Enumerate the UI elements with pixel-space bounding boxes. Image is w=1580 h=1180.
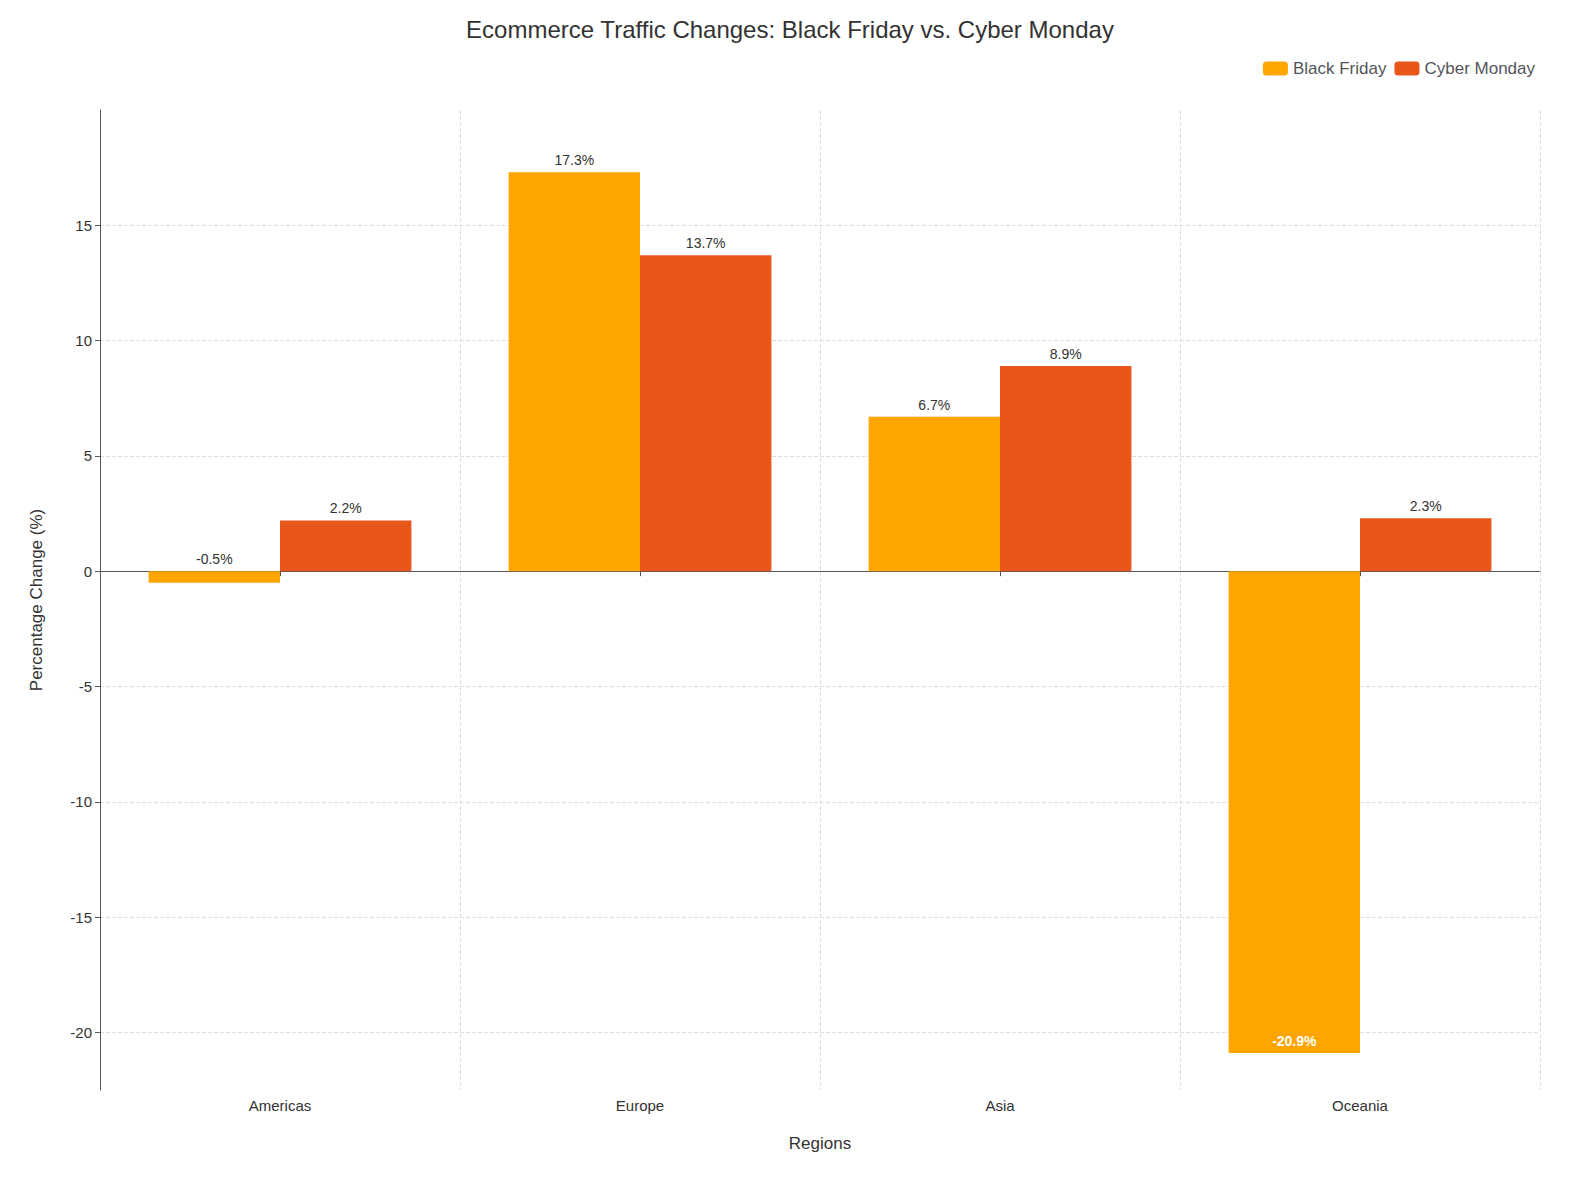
svg-text:17.3%: 17.3% [554, 152, 594, 168]
svg-text:5: 5 [84, 447, 92, 464]
svg-text:10: 10 [75, 332, 92, 349]
svg-text:8.9%: 8.9% [1050, 346, 1082, 362]
svg-text:0: 0 [84, 563, 92, 580]
svg-text:-5: -5 [79, 678, 92, 695]
svg-text:Percentage Change (%): Percentage Change (%) [27, 509, 46, 691]
svg-text:Americas: Americas [249, 1097, 312, 1114]
svg-text:-20: -20 [70, 1024, 92, 1041]
svg-text:Europe: Europe [616, 1097, 664, 1114]
svg-text:-0.5%: -0.5% [196, 551, 233, 567]
svg-text:-15: -15 [70, 909, 92, 926]
svg-text:15: 15 [75, 217, 92, 234]
svg-text:Regions: Regions [789, 1134, 851, 1153]
svg-text:-10: -10 [70, 793, 92, 810]
svg-text:Black Friday: Black Friday [1293, 59, 1387, 78]
svg-text:Asia: Asia [985, 1097, 1015, 1114]
svg-text:2.2%: 2.2% [330, 500, 362, 516]
svg-text:Cyber Monday: Cyber Monday [1424, 59, 1535, 78]
svg-text:-20.9%: -20.9% [1272, 1033, 1317, 1049]
svg-text:2.3%: 2.3% [1410, 498, 1442, 514]
svg-text:Oceania: Oceania [1332, 1097, 1389, 1114]
svg-text:13.7%: 13.7% [686, 235, 726, 251]
svg-text:Ecommerce Traffic Changes: Bla: Ecommerce Traffic Changes: Black Friday … [466, 16, 1114, 43]
svg-text:6.7%: 6.7% [918, 397, 950, 413]
